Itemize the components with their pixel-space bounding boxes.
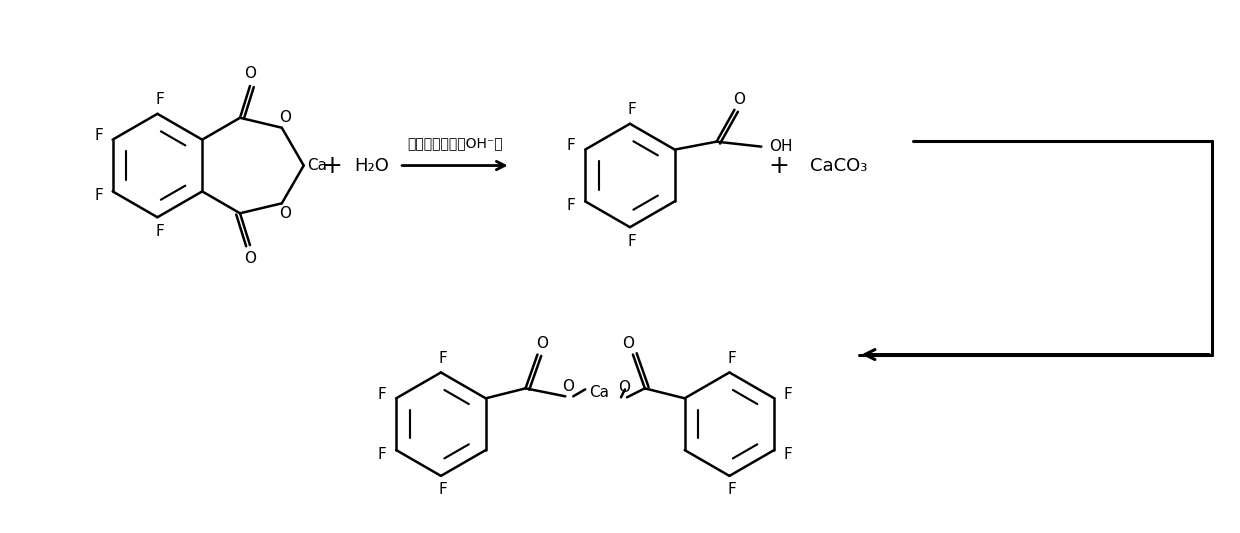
Text: O: O: [279, 206, 291, 221]
Text: O: O: [279, 110, 291, 125]
Text: F: F: [94, 128, 103, 143]
Text: F: F: [627, 233, 636, 248]
Text: F: F: [727, 482, 735, 497]
Text: F: F: [567, 138, 575, 153]
Text: O: O: [618, 380, 630, 395]
Text: F: F: [155, 224, 164, 239]
Text: CaCO₃: CaCO₃: [810, 157, 868, 174]
Text: O: O: [244, 66, 255, 80]
Text: F: F: [727, 351, 735, 366]
Text: F: F: [784, 447, 792, 462]
Text: Ca: Ca: [589, 385, 609, 400]
Text: F: F: [627, 102, 636, 117]
Text: +: +: [769, 154, 790, 177]
Text: F: F: [439, 351, 448, 366]
Text: O: O: [244, 251, 255, 265]
Text: +: +: [321, 154, 342, 177]
Text: OH: OH: [770, 139, 792, 154]
Text: F: F: [155, 92, 164, 107]
Text: F: F: [784, 387, 792, 402]
Text: O: O: [537, 336, 548, 351]
Text: H₂O: H₂O: [353, 157, 389, 174]
Text: F: F: [439, 482, 448, 497]
Text: F: F: [378, 387, 387, 402]
Text: O: O: [733, 92, 745, 107]
Text: F: F: [94, 188, 103, 203]
Text: Ca: Ca: [308, 158, 327, 173]
Text: O: O: [622, 336, 634, 351]
Text: 弱碌性催化剂（OH⁻）: 弱碌性催化剂（OH⁻）: [407, 136, 502, 151]
Text: F: F: [567, 198, 575, 213]
Text: O: O: [562, 379, 574, 394]
Text: F: F: [378, 447, 387, 462]
